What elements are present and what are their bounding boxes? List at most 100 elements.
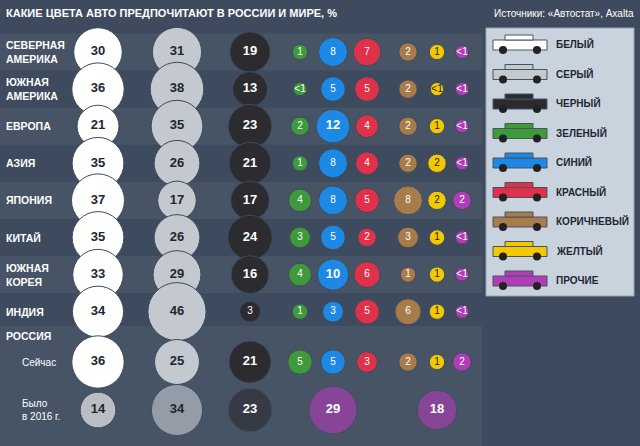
svg-text:ПРОЧИЕ: ПРОЧИЕ [556,275,599,286]
svg-text:<1: <1 [456,83,468,94]
svg-text:1: 1 [434,231,440,242]
svg-text:37: 37 [91,192,105,207]
svg-text:35: 35 [91,155,105,170]
svg-text:5: 5 [330,356,336,367]
svg-text:6: 6 [405,305,411,316]
svg-text:4: 4 [364,157,370,168]
svg-text:4: 4 [364,120,370,131]
svg-text:ЗЕЛЕНЫЙ: ЗЕЛЕНЫЙ [556,127,607,139]
svg-text:26: 26 [170,229,184,244]
svg-text:30: 30 [91,43,105,58]
svg-text:24: 24 [243,229,258,244]
svg-text:26: 26 [170,155,184,170]
svg-text:ЧЕРНЫЙ: ЧЕРНЫЙ [556,97,601,109]
svg-text:3: 3 [247,305,253,316]
svg-text:2: 2 [364,231,370,242]
svg-text:29: 29 [326,401,340,416]
svg-text:21: 21 [243,155,257,170]
svg-text:1: 1 [434,305,440,316]
svg-text:ЖЕЛТЫЙ: ЖЕЛТЫЙ [556,245,603,257]
svg-text:АЗИЯ: АЗИЯ [6,157,35,169]
svg-text:46: 46 [170,303,184,318]
svg-text:1: 1 [297,305,303,316]
svg-text:2: 2 [434,194,440,205]
svg-text:3: 3 [364,356,370,367]
svg-text:1: 1 [297,46,303,57]
svg-text:8: 8 [330,157,336,168]
svg-text:21: 21 [91,117,105,132]
svg-text:1: 1 [434,268,440,279]
svg-text:19: 19 [243,43,257,58]
svg-text:2: 2 [405,157,411,168]
svg-text:5: 5 [364,194,370,205]
svg-text:СИНИЙ: СИНИЙ [556,156,592,168]
svg-text:8: 8 [405,194,411,205]
svg-text:16: 16 [243,266,257,281]
svg-text:ЮЖНАЯКОРЕЯ: ЮЖНАЯКОРЕЯ [6,262,49,288]
svg-text:<1: <1 [456,46,468,57]
svg-text:2: 2 [405,83,411,94]
svg-text:17: 17 [243,192,257,207]
svg-text:21: 21 [243,353,257,368]
svg-text:КИТАЙ: КИТАЙ [6,232,41,244]
svg-text:Источники: «Автостат», Axalta: Источники: «Автостат», Axalta [494,8,634,19]
svg-text:2: 2 [405,46,411,57]
svg-text:31: 31 [170,43,184,58]
svg-text:25: 25 [170,353,184,368]
svg-text:8: 8 [330,46,336,57]
svg-text:18: 18 [430,401,444,416]
svg-text:5: 5 [297,356,303,367]
svg-text:<1: <1 [431,83,443,94]
svg-text:3: 3 [297,231,303,242]
svg-text:<1: <1 [456,157,468,168]
svg-text:13: 13 [243,80,257,95]
svg-text:10: 10 [326,266,340,281]
svg-text:2: 2 [459,356,465,367]
svg-text:КРАСНЫЙ: КРАСНЫЙ [556,186,606,198]
svg-text:6: 6 [364,268,370,279]
svg-text:23: 23 [243,117,257,132]
svg-text:36: 36 [91,80,105,95]
svg-text:2: 2 [405,356,411,367]
svg-text:<1: <1 [456,305,468,316]
svg-text:38: 38 [170,80,184,95]
svg-text:ЮЖНАЯАМЕРИКА: ЮЖНАЯАМЕРИКА [6,76,58,102]
svg-text:БЕЛЫЙ: БЕЛЫЙ [556,38,594,50]
svg-text:ЯПОНИЯ: ЯПОНИЯ [6,194,52,206]
svg-text:8: 8 [330,194,336,205]
svg-text:1: 1 [434,356,440,367]
svg-text:34: 34 [91,303,106,318]
svg-text:35: 35 [170,117,184,132]
svg-text:Былов 2016 г.: Былов 2016 г. [22,398,60,422]
svg-text:1: 1 [405,268,411,279]
svg-text:14: 14 [91,401,106,416]
svg-text:2: 2 [297,120,303,131]
svg-text:2: 2 [434,157,440,168]
svg-text:<1: <1 [294,83,306,94]
svg-text:4: 4 [297,194,303,205]
svg-text:КОРИЧНЕВЫЙ: КОРИЧНЕВЫЙ [556,215,629,227]
svg-text:5: 5 [364,305,370,316]
svg-text:12: 12 [326,117,340,132]
svg-text:5: 5 [364,83,370,94]
svg-text:СЕРЫЙ: СЕРЫЙ [556,68,594,80]
svg-text:<1: <1 [456,120,468,131]
svg-text:29: 29 [170,266,184,281]
svg-text:5: 5 [330,231,336,242]
svg-text:1: 1 [297,157,303,168]
svg-text:33: 33 [91,266,105,281]
svg-text:23: 23 [243,401,257,416]
svg-text:17: 17 [170,192,184,207]
svg-text:35: 35 [91,229,105,244]
svg-text:7: 7 [364,46,370,57]
svg-text:3: 3 [330,305,336,316]
svg-text:1: 1 [434,46,440,57]
svg-text:ЕВРОПА: ЕВРОПА [6,120,51,132]
svg-text:4: 4 [297,268,303,279]
svg-text:3: 3 [405,231,411,242]
svg-text:34: 34 [170,401,185,416]
svg-text:36: 36 [91,353,105,368]
svg-text:СЕВЕРНАЯАМЕРИКА: СЕВЕРНАЯАМЕРИКА [6,39,65,65]
svg-text:<1: <1 [456,231,468,242]
svg-text:РОССИЯ: РОССИЯ [6,330,51,342]
